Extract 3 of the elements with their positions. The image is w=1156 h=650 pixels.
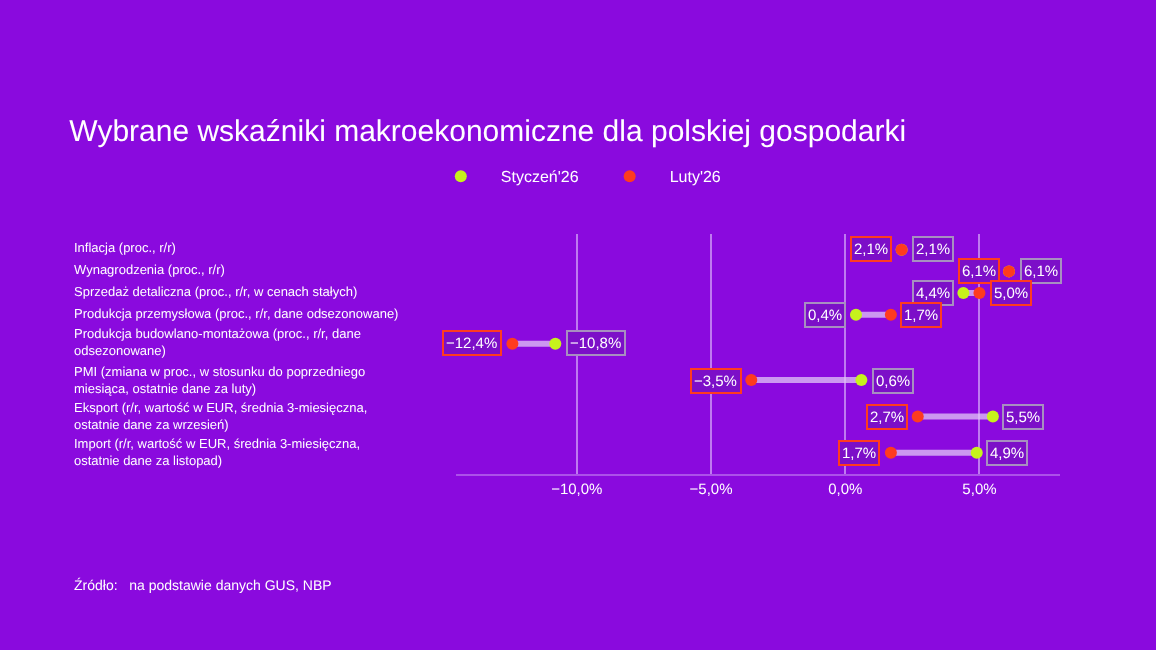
legend-label: Styczeń'26 xyxy=(500,168,580,187)
chart-title: Wybrane wskaźniki makroekonomiczne dla polskiej gospodarki xyxy=(69,114,907,149)
legend-label: Luty'26 xyxy=(669,168,722,187)
